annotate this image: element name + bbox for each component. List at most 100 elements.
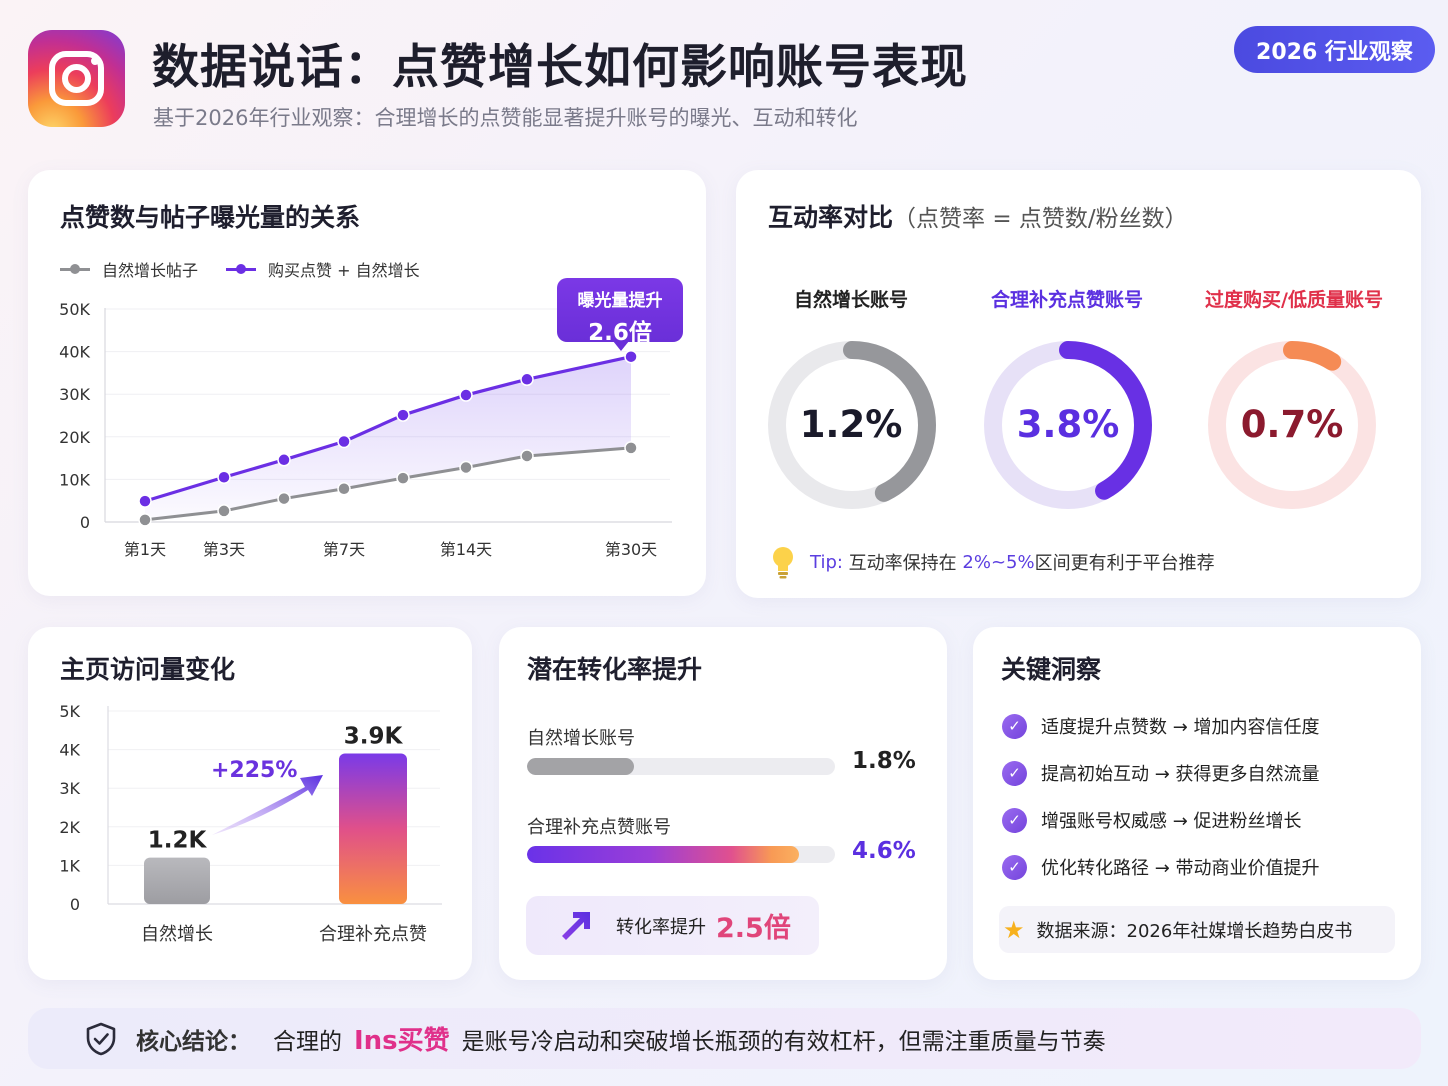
- conversion-value-natural: 1.8%: [852, 748, 916, 774]
- y-tick-label: 0: [70, 895, 80, 914]
- insights-title: 关键洞察: [1001, 655, 1102, 684]
- insight-item: ✓ 增强账号权威感 → 促进粉丝增长: [1002, 807, 1302, 833]
- homepage-title: 主页访问量变化: [60, 655, 236, 684]
- donut-value-natural: 1.2%: [799, 403, 903, 446]
- data-point-natural: [138, 513, 152, 527]
- page-subtitle: 基于2026年行业观察：合理增长的点赞能显著提升账号的曝光、互动和转化: [153, 106, 858, 130]
- lightbulb-icon: [773, 547, 793, 579]
- logo-dot: [91, 57, 99, 65]
- conversion-box-label: 转化率提升: [616, 916, 706, 938]
- logo-frame: [49, 51, 104, 106]
- donut-arc: [768, 341, 936, 509]
- data-point-natural: [217, 504, 231, 518]
- engagement-title: 互动率对比: [768, 203, 894, 232]
- legend-bought-label: 购买点赞 + 自然增长: [268, 261, 420, 280]
- bar-category-label: 合理补充点赞: [319, 924, 427, 945]
- data-point-natural: [459, 460, 473, 475]
- engagement-formula: （点赞率 = 点赞数/粉丝数）: [893, 206, 1188, 232]
- insight-text: 适度提升点赞数 → 增加内容信任度: [1041, 717, 1320, 738]
- y-tick-label: 4K: [59, 741, 80, 760]
- engagement-donut-charts: [768, 341, 1376, 509]
- y-tick-label: 40K: [59, 343, 90, 362]
- x-tick-label: 第1天: [124, 540, 166, 559]
- y-tick-label: 3K: [59, 779, 80, 798]
- check-icon: ✓: [1002, 854, 1027, 880]
- donut-value-moderate: 3.8%: [1016, 403, 1120, 446]
- conclusion-banner: 核心结论： 合理的 Ins买赞 是账号冷启动和突破增长瓶颈的有效杠杆，但需注重质…: [28, 1008, 1421, 1069]
- data-point-natural: [624, 441, 638, 455]
- insight-text: 提高初始互动 → 获得更多自然流量: [1041, 764, 1320, 785]
- conversion-label-moderate: 合理补充点赞账号: [527, 817, 671, 838]
- data-point-bought: [337, 434, 351, 449]
- y-tick-label: 2K: [59, 818, 80, 837]
- y-tick-label: 1K: [59, 856, 80, 875]
- exposure-chart-title: 点赞数与帖子曝光量的关系: [60, 203, 361, 232]
- insight-text: 优化转化路径 → 带动商业价值提升: [1041, 858, 1320, 879]
- legend-bought: 购买点赞 + 自然增长: [226, 257, 420, 281]
- insight-item: ✓ 提高初始互动 → 获得更多自然流量: [1002, 760, 1320, 786]
- y-tick-label: 0: [80, 513, 90, 532]
- conclusion-label: 核心结论：: [136, 1028, 251, 1055]
- page-title: 数据说话：点赞增长如何影响账号表现: [152, 40, 968, 95]
- data-point-bought: [459, 388, 473, 402]
- donut-label-natural: 自然增长账号: [793, 289, 908, 311]
- bar-moderate: [339, 753, 407, 904]
- check-icon: ✓: [1002, 760, 1027, 786]
- engagement-card: [736, 170, 1421, 598]
- logo-lens: [62, 64, 91, 93]
- conversion-value-moderate: 4.6%: [852, 838, 916, 864]
- donut-label-excessive: 过度购买/低质量账号: [1205, 289, 1383, 311]
- data-point-bought: [138, 494, 152, 508]
- donut-arc: [984, 341, 1152, 509]
- series-line-natural: [144, 446, 632, 522]
- donut-label-moderate: 合理补充点赞账号: [990, 289, 1143, 311]
- data-point-bought: [520, 372, 534, 387]
- instagram-logo-icon: [28, 30, 125, 127]
- conversion-multiplier-box: 转化率提升 2.5倍: [526, 896, 819, 955]
- donut-arc: [1208, 341, 1376, 509]
- check-icon: ✓: [1002, 713, 1027, 739]
- data-point-bought: [624, 349, 638, 364]
- insight-item: ✓ 适度提升点赞数 → 增加内容信任度: [1002, 713, 1320, 739]
- y-tick-label: 20K: [59, 428, 90, 447]
- legend-purple-marker: [226, 263, 256, 274]
- exposure-callout: 曝光量提升 2.6倍: [557, 278, 683, 351]
- y-tick-label: 10K: [59, 470, 90, 489]
- growth-arrow-icon: [212, 775, 323, 835]
- tip-prefix: Tip:: [810, 551, 843, 573]
- x-tick-label: 第14天: [440, 540, 492, 559]
- callout-line2: 2.6倍: [588, 320, 652, 346]
- bar-value-label: 1.2K: [148, 828, 208, 854]
- year-badge: 2026 行业观察: [1234, 26, 1435, 73]
- y-tick-label: 5K: [59, 702, 80, 721]
- legend-gray-marker: [60, 263, 90, 274]
- conversion-bar-moderate: [527, 846, 800, 863]
- bar-natural: [144, 857, 210, 904]
- check-icon: ✓: [1002, 807, 1027, 833]
- y-tick-label: 50K: [59, 300, 90, 319]
- conclusion-highlight: Ins买赞: [354, 1026, 450, 1056]
- data-point-bought: [396, 408, 410, 422]
- homepage-bar-chart: 0 1K 2K 3K 4K 5K 1.2K 自然增长 3.9K 合理补充点赞: [59, 702, 442, 945]
- conversion-track-moderate: [527, 846, 835, 863]
- conversion-title: 潜在转化率提升: [527, 655, 703, 684]
- data-point-bought: [277, 453, 291, 467]
- arrow-up-right-icon: [562, 911, 590, 940]
- legend-natural-label: 自然增长帖子: [102, 261, 199, 280]
- bar-value-label: 3.9K: [344, 723, 404, 749]
- conversion-box-value: 2.5倍: [716, 913, 791, 944]
- shield-check-icon: [86, 1022, 116, 1055]
- tip-text-1: 互动率保持在: [842, 553, 963, 574]
- conversion-label-natural: 自然增长账号: [527, 728, 635, 749]
- x-tick-label: 第7天: [323, 540, 365, 559]
- series-line-bought: [144, 355, 632, 503]
- insight-item: ✓ 优化转化路径 → 带动商业价值提升: [1002, 854, 1320, 880]
- donut-value-excessive: 0.7%: [1240, 403, 1344, 446]
- x-tick-label: 第3天: [203, 540, 245, 559]
- data-source-text: 数据来源：2026年社媒增长趋势白皮书: [1036, 920, 1353, 942]
- data-point-natural: [396, 471, 410, 485]
- engagement-title-row: 互动率对比（点赞率 = 点赞数/粉丝数）: [768, 198, 1188, 234]
- series-gap-area: [145, 356, 631, 520]
- data-point-natural: [520, 449, 534, 463]
- data-point-natural: [337, 482, 351, 496]
